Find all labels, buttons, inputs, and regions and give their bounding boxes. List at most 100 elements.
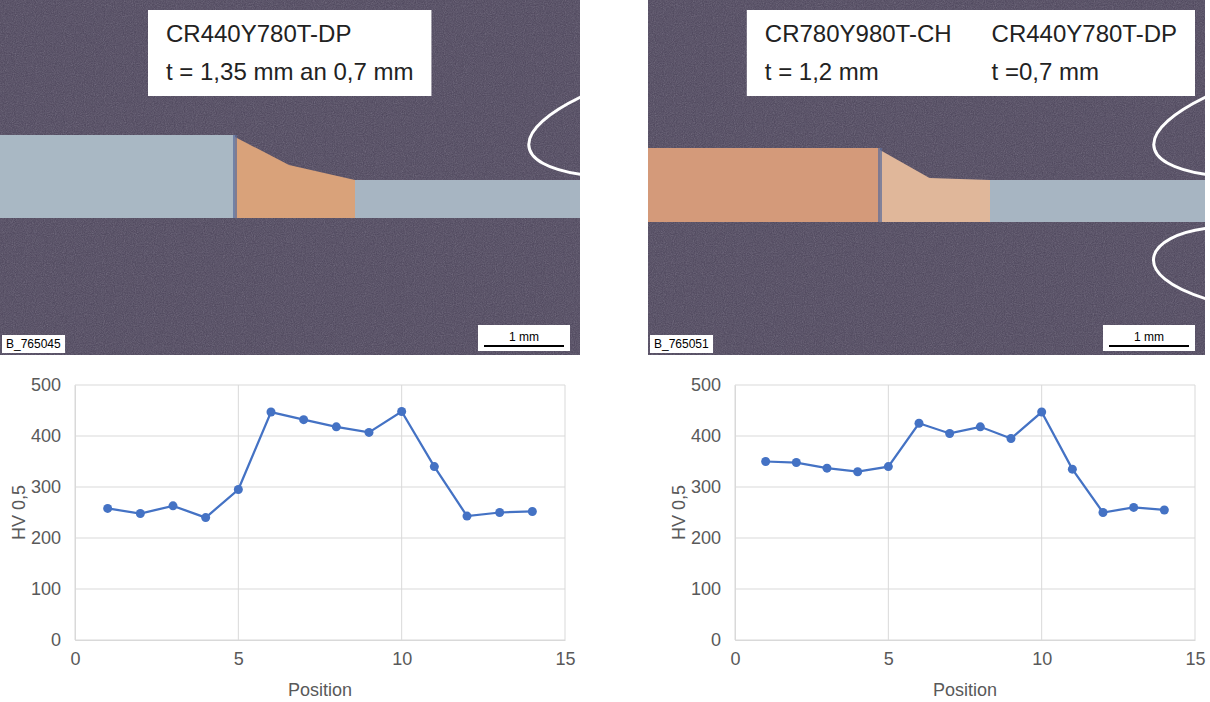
tick: 15	[1185, 640, 1205, 669]
micrograph-tint	[648, 0, 1205, 355]
thin-sheet	[355, 180, 580, 218]
fusion-line	[878, 148, 882, 222]
fusion-line	[233, 135, 237, 218]
tick-label: 500	[31, 375, 61, 395]
data-point	[1160, 505, 1169, 514]
scale-bar-box	[1103, 325, 1195, 351]
x-axis-title: Position	[288, 680, 352, 700]
tick: 10	[1032, 640, 1052, 669]
data-point	[299, 415, 308, 424]
tick: 400	[691, 426, 735, 446]
tick-label: 300	[691, 477, 721, 497]
chart: 0510150100200300400500PositionHV 0,5	[669, 375, 1206, 700]
axis-line	[76, 640, 566, 641]
tick: 400	[31, 426, 75, 446]
data-point	[528, 507, 537, 516]
tick: 5	[234, 640, 244, 669]
data-point	[1037, 408, 1046, 417]
data-point	[1007, 434, 1016, 443]
tick: 0	[70, 640, 80, 669]
marker-curve	[529, 95, 580, 175]
label-box	[747, 10, 1195, 96]
grid-line-y	[75, 538, 565, 539]
weld-zone	[235, 137, 355, 218]
image-id: B_765051	[654, 337, 709, 351]
data-line	[766, 412, 1165, 512]
data-point	[884, 462, 893, 471]
tick-label: 0	[51, 630, 61, 650]
plot-marks	[103, 407, 537, 522]
grid	[735, 385, 1195, 640]
grid-line-y	[75, 385, 565, 386]
grid-line-x	[735, 385, 736, 640]
x-axis: 0 5 10 15	[730, 640, 1205, 669]
tick-label: 100	[691, 579, 721, 599]
axis-line	[735, 386, 736, 641]
grid-line-x	[75, 385, 76, 640]
micrograph	[0, 0, 580, 355]
tick: 0	[51, 630, 75, 650]
material-label: CR440Y780T-DPt = 1,35 mm an 0,7 mm	[148, 10, 431, 96]
grid-line-y	[735, 538, 1195, 539]
data-point	[1068, 465, 1077, 474]
micrograph-tint	[0, 0, 580, 355]
tick-label: 400	[691, 426, 721, 446]
thin-sheet	[990, 180, 1205, 222]
grid-line-y	[75, 640, 565, 641]
chart: 0510150100200300400500PositionHV 0,5	[9, 375, 576, 700]
data-point	[495, 508, 504, 517]
marker-curve	[1154, 95, 1205, 175]
image-id-box	[650, 335, 713, 353]
data-point	[823, 464, 832, 473]
y-axis-title: HV 0,5	[669, 485, 689, 540]
tick-label: 300	[31, 477, 61, 497]
grid-line-x	[401, 385, 402, 640]
grid-line-y	[75, 589, 565, 590]
tick-label: 10	[1032, 649, 1052, 669]
scale-bar-label: 1 mm	[509, 330, 539, 344]
micrograph-background	[0, 0, 580, 355]
data-point	[332, 422, 341, 431]
micrograph-texture	[0, 0, 580, 355]
data-point	[463, 512, 472, 521]
grid	[75, 385, 565, 640]
micrograph	[648, 0, 1205, 355]
axis-line	[75, 386, 76, 641]
plot-marks	[761, 408, 1169, 517]
tick: 500	[31, 375, 75, 395]
tick-label: 0	[730, 649, 740, 669]
thickness-label: t =0,7 mm	[992, 58, 1099, 85]
scale-bar-box	[478, 325, 570, 351]
image-id-box	[2, 335, 65, 353]
tick: 15	[555, 640, 575, 669]
tick-label: 5	[884, 649, 894, 669]
scale-bar	[1109, 345, 1189, 347]
marker-curve	[1154, 228, 1205, 300]
tick: 0	[730, 640, 740, 669]
data-line	[108, 412, 533, 518]
y-axis: 0100200300400500	[31, 375, 76, 650]
x-axis-title: Position	[933, 680, 997, 700]
grid-line-y	[735, 385, 1195, 386]
grid-line-x	[238, 385, 239, 640]
data-point	[201, 513, 210, 522]
data-point	[430, 462, 439, 471]
tick-label: 5	[234, 649, 244, 669]
grid-line-x	[888, 385, 889, 640]
grid-line-y	[75, 436, 565, 437]
data-point	[136, 509, 145, 518]
tick-label: 0	[70, 649, 80, 669]
tick: 5	[884, 640, 894, 669]
grid-line-y	[735, 436, 1195, 437]
data-point	[976, 422, 985, 431]
data-point	[853, 467, 862, 476]
y-axis-title: HV 0,5	[9, 485, 29, 540]
tick-label: 0	[711, 630, 721, 650]
thickness-label: t = 1,2 mm	[765, 58, 879, 85]
tick: 100	[31, 579, 75, 599]
grid-line-y	[735, 589, 1195, 590]
tick-label: 400	[31, 426, 61, 446]
thick-sheet	[648, 148, 880, 222]
thickness-label: t = 1,35 mm an 0,7 mm	[166, 58, 413, 85]
tick: 10	[392, 640, 412, 669]
